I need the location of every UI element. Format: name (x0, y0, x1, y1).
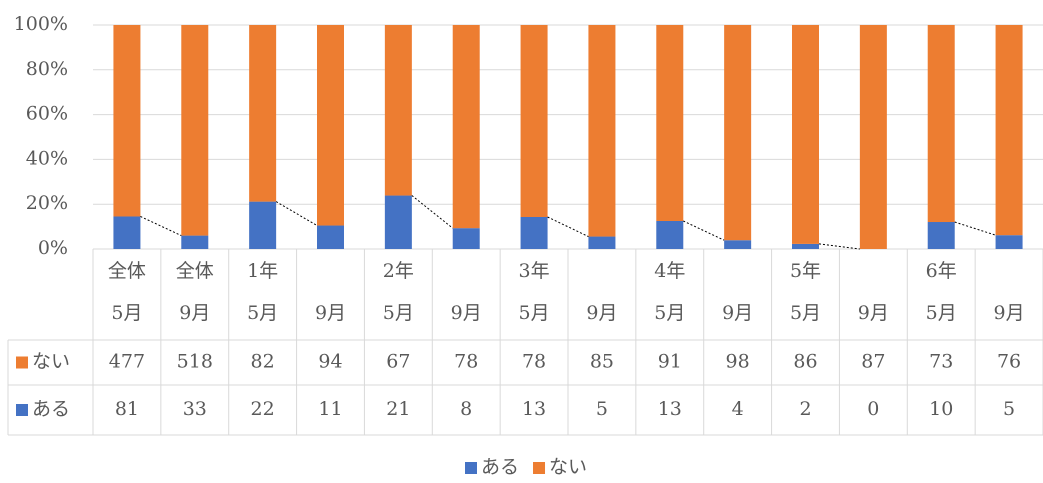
bar-segment (792, 243, 819, 249)
category-label: 5月 (383, 302, 414, 324)
y-tick-label: 20% (26, 192, 68, 214)
bar-segment (452, 25, 480, 229)
bar-segment (724, 240, 752, 249)
category-label: 5月 (519, 302, 550, 324)
row-label: ある (32, 398, 70, 420)
bar-segment (384, 25, 412, 196)
table-value: 78 (454, 351, 478, 373)
row-key (16, 356, 28, 369)
table-value: 11 (318, 398, 342, 420)
table-value: 91 (658, 351, 682, 373)
table-value: 76 (997, 351, 1021, 373)
table-value: 78 (522, 351, 546, 373)
y-tick-label: 40% (26, 147, 68, 169)
bar-segment (995, 235, 1023, 249)
bar-segment (452, 228, 480, 249)
bar-segment (181, 25, 209, 236)
y-tick-label: 60% (26, 103, 68, 125)
legend-label: ない (549, 456, 587, 478)
table-value: 13 (522, 398, 546, 420)
table-value: 5 (1003, 398, 1015, 420)
category-label: 2年 (383, 260, 414, 282)
bar-segment (588, 236, 616, 249)
table-value: 82 (251, 351, 275, 373)
table-value: 81 (115, 398, 139, 420)
category-label: 4年 (654, 260, 685, 282)
table-value: 4 (732, 398, 744, 420)
bar-segment (249, 25, 277, 202)
category-label: 全体 (108, 260, 146, 282)
bar-segment (792, 25, 819, 244)
category-label: 5月 (790, 302, 821, 324)
series-line (818, 243, 860, 250)
category-label: 全体 (176, 260, 214, 282)
series-line (683, 220, 725, 241)
legend-label: ある (481, 456, 519, 478)
bar-segment (588, 25, 616, 237)
bar-segment (724, 25, 752, 241)
legend-key (533, 462, 546, 474)
category-label: 5月 (926, 302, 957, 324)
table-value: 8 (460, 398, 472, 420)
category-label: 5月 (111, 302, 142, 324)
table-value: 10 (929, 398, 953, 420)
legend-key (465, 462, 477, 474)
table-value: 22 (251, 398, 275, 420)
table-value: 85 (590, 351, 614, 373)
category-label: 5年 (790, 260, 821, 282)
table-value: 13 (658, 398, 682, 420)
series-line (140, 216, 182, 237)
table-value: 73 (929, 351, 953, 373)
category-label: 9月 (994, 302, 1025, 324)
row-label: ない (32, 351, 70, 373)
y-tick-label: 100% (14, 13, 68, 35)
category-label: 9月 (858, 302, 889, 324)
bar-segment (384, 195, 412, 249)
category-label: 6年 (926, 260, 957, 282)
bar-segment (113, 25, 141, 217)
bar-segment (181, 235, 209, 249)
series-line (547, 216, 589, 238)
table-value: 0 (867, 398, 879, 420)
table-value: 67 (386, 351, 410, 373)
row-key (16, 404, 28, 416)
bar-segment (520, 217, 548, 249)
table-value: 87 (861, 351, 885, 373)
table-value: 98 (726, 351, 750, 373)
series-line (954, 221, 996, 236)
bar-segment (520, 25, 548, 217)
category-label: 9月 (451, 302, 482, 324)
category-label: 9月 (586, 302, 617, 324)
y-tick-label: 80% (26, 58, 68, 80)
table-value: 94 (318, 351, 342, 373)
bar-segment (995, 25, 1023, 236)
bar-segment (317, 25, 344, 226)
category-label: 9月 (179, 302, 210, 324)
table-value: 33 (183, 398, 207, 420)
category-label: 9月 (722, 302, 753, 324)
bar-segment (927, 25, 955, 223)
table-value: 477 (109, 351, 145, 373)
bar-segment (113, 216, 141, 249)
bar-segment (249, 201, 277, 249)
y-tick-label: 0% (38, 237, 68, 259)
table-value: 86 (793, 351, 817, 373)
bar-segment (927, 222, 955, 249)
bar-segment (656, 25, 684, 221)
table-value: 21 (386, 398, 410, 420)
category-label: 1年 (247, 260, 278, 282)
category-label: 3年 (519, 260, 550, 282)
series-line (411, 195, 454, 229)
bar-segment (317, 225, 344, 249)
table-value: 518 (177, 351, 213, 373)
bar-segment (656, 221, 684, 249)
category-label: 5月 (247, 302, 278, 324)
category-label: 9月 (315, 302, 346, 324)
table-value: 2 (799, 398, 811, 420)
series-line (275, 201, 318, 226)
table-value: 5 (596, 398, 608, 420)
category-label: 5月 (654, 302, 685, 324)
bar-segment (859, 25, 887, 249)
